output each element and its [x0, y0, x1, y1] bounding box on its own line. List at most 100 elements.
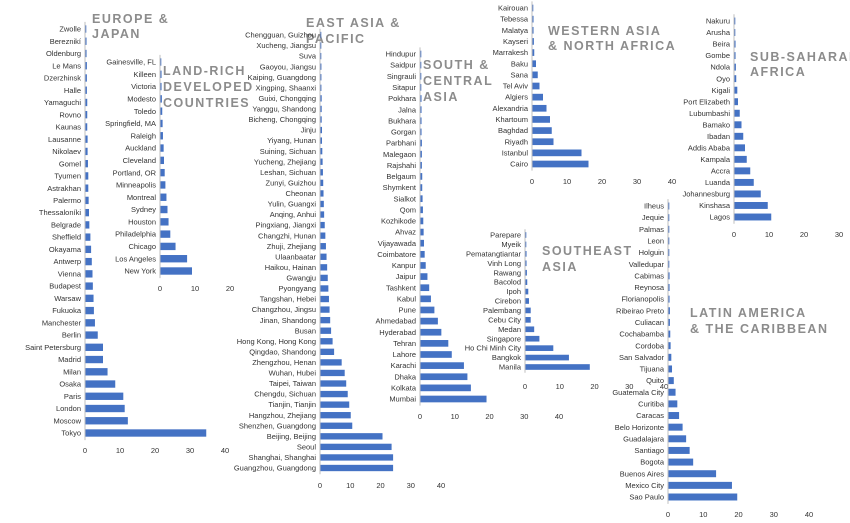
bar — [85, 135, 88, 143]
category-label: Sao Paulo — [629, 493, 664, 502]
category-label: Zwolle — [59, 25, 81, 34]
category-label: Reynosa — [634, 283, 664, 292]
bar — [420, 295, 431, 303]
category-label: Myeik — [501, 240, 521, 249]
bar — [320, 412, 351, 419]
bar — [420, 50, 422, 58]
bar — [525, 269, 527, 276]
category-label: Cheonan — [286, 189, 316, 198]
bar — [320, 74, 322, 81]
bar — [668, 493, 738, 501]
category-label: Shanghai, Shanghai — [248, 453, 316, 462]
category-label: Taipei, Taiwan — [269, 379, 316, 388]
category-label: Ndola — [710, 63, 730, 72]
category-label: Le Mans — [52, 61, 81, 70]
bar — [85, 208, 89, 217]
category-label: Addis Ababa — [688, 143, 731, 152]
bar — [525, 279, 528, 285]
bar — [668, 400, 678, 408]
category-label: Belgaum — [386, 172, 416, 181]
category-label: Holguin — [639, 248, 664, 257]
bar — [420, 351, 452, 358]
bar — [160, 132, 163, 140]
category-label: Yucheng, Zhejiang — [254, 157, 316, 166]
bar — [668, 330, 671, 338]
category-label: Tianjin, Tianjin — [268, 400, 316, 409]
category-label: Yamaguchi — [44, 98, 81, 107]
category-label: Yanggu, Shandong — [252, 105, 316, 114]
category-label: Ho Chi Minh City — [465, 344, 522, 353]
bar — [668, 214, 670, 222]
bar — [160, 193, 167, 201]
category-label: Jequie — [642, 213, 664, 222]
bar — [320, 359, 342, 366]
bar — [734, 121, 742, 129]
bar — [734, 132, 744, 140]
bar — [420, 262, 426, 269]
category-label: Port Elizabeth — [683, 97, 730, 106]
category-label: Palermo — [53, 196, 81, 205]
bar — [85, 380, 116, 388]
bar — [420, 340, 449, 347]
chart-panel-5: SOUTHEAST ASIA ParepareMyeikPematangtianta… — [465, 229, 668, 391]
tick-label: 20 — [376, 481, 384, 490]
bar — [320, 422, 353, 429]
bar — [668, 377, 674, 385]
category-label: Sialkot — [393, 194, 416, 203]
category-label: Curitiba — [638, 399, 665, 408]
category-label: Ilheus — [644, 202, 664, 211]
category-label: London — [56, 404, 81, 413]
category-label: Antwerp — [53, 257, 81, 266]
bar — [532, 149, 582, 157]
bar — [85, 123, 88, 131]
category-label: Osaka — [59, 380, 82, 389]
bar — [320, 253, 327, 260]
bar — [85, 147, 88, 156]
category-label: Xingping, Shaanxi — [256, 83, 317, 92]
bar — [532, 104, 547, 112]
category-label: Lagos — [710, 213, 731, 222]
bar — [532, 127, 552, 134]
category-label: Halle — [64, 86, 81, 95]
category-label: Leon — [647, 237, 664, 246]
bar — [525, 307, 531, 314]
bar — [85, 282, 93, 290]
bar — [420, 117, 422, 125]
bar — [668, 342, 671, 350]
category-label: Bogota — [640, 458, 665, 467]
category-label: Buenos Aires — [620, 469, 664, 478]
chart-panel-3: SOUTH & CENTRAL ASIA Hindupur Saidpur Singrau… — [376, 47, 563, 421]
bar — [734, 17, 736, 25]
category-label: Florianopolis — [621, 295, 664, 304]
bar — [668, 307, 670, 315]
category-label: Cirebon — [495, 297, 521, 306]
tick-label: 30 — [520, 412, 528, 421]
bar — [525, 232, 527, 238]
category-label: Vinh Long — [487, 259, 521, 268]
bar — [160, 218, 169, 226]
category-label: Malatya — [502, 26, 529, 35]
chart-panel-4: WESTERN ASIA& NORTH AFRICA Kairouan Tebess… — [493, 1, 676, 186]
category-label: Cabimas — [634, 271, 664, 280]
category-label: Tebessa — [500, 15, 529, 24]
tick-label: 0 — [83, 446, 87, 455]
category-label: Bangkok — [492, 353, 521, 362]
tick-label: 20 — [734, 510, 742, 519]
category-label: Zunyi, Guizhou — [266, 178, 316, 187]
tick-label: 20 — [800, 230, 808, 239]
category-label: Astrakhan — [47, 184, 81, 193]
category-label: Tyumen — [54, 172, 81, 181]
category-label: Caracas — [636, 411, 664, 420]
category-label: Cebu City — [488, 315, 521, 324]
bar — [85, 368, 108, 376]
category-label: Springfield, MA — [105, 119, 156, 128]
category-label: Baghdad — [498, 126, 528, 135]
bar — [420, 239, 424, 247]
bar — [320, 316, 331, 324]
category-label: Jaipur — [396, 272, 417, 281]
tick-label: 30 — [625, 382, 633, 391]
category-label: Toledo — [134, 107, 156, 116]
bar — [85, 25, 87, 33]
category-label: Guangzhou, Guangdong — [234, 464, 316, 473]
category-label: Manila — [499, 363, 522, 372]
